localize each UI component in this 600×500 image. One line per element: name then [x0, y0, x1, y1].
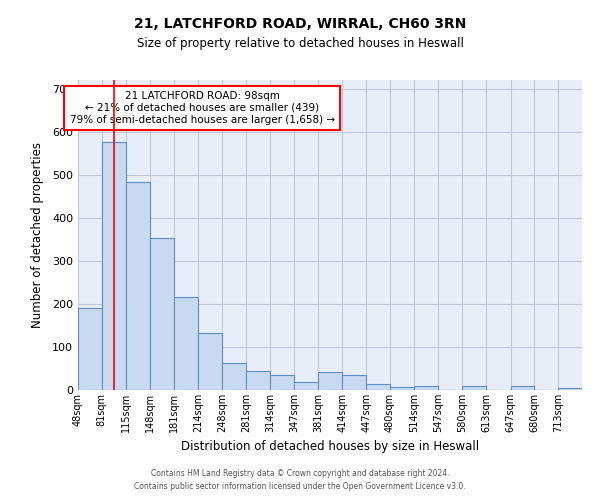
Bar: [390, 386, 415, 390]
Bar: [366, 384, 390, 390]
Bar: [415, 386, 439, 390]
Bar: [246, 371, 270, 390]
Text: Contains HM Land Registry data © Crown copyright and database right 2024.: Contains HM Land Registry data © Crown c…: [151, 468, 449, 477]
Bar: [511, 386, 535, 390]
Bar: [223, 364, 246, 390]
Bar: [270, 375, 294, 390]
Bar: [319, 372, 342, 390]
Bar: [102, 142, 127, 390]
Bar: [198, 332, 223, 390]
Bar: [174, 298, 198, 390]
Bar: [294, 382, 319, 390]
X-axis label: Distribution of detached houses by size in Heswall: Distribution of detached houses by size …: [181, 440, 479, 454]
Bar: [127, 182, 150, 390]
Y-axis label: Number of detached properties: Number of detached properties: [31, 142, 44, 328]
Text: Contains public sector information licensed under the Open Government Licence v3: Contains public sector information licen…: [134, 482, 466, 491]
Bar: [462, 386, 486, 390]
Text: Size of property relative to detached houses in Heswall: Size of property relative to detached ho…: [137, 38, 463, 51]
Bar: [150, 238, 174, 390]
Bar: [558, 388, 582, 390]
Bar: [342, 376, 366, 390]
Text: 21, LATCHFORD ROAD, WIRRAL, CH60 3RN: 21, LATCHFORD ROAD, WIRRAL, CH60 3RN: [134, 18, 466, 32]
Text: 21 LATCHFORD ROAD: 98sqm
← 21% of detached houses are smaller (439)
79% of semi-: 21 LATCHFORD ROAD: 98sqm ← 21% of detach…: [70, 92, 335, 124]
Bar: [78, 308, 102, 390]
